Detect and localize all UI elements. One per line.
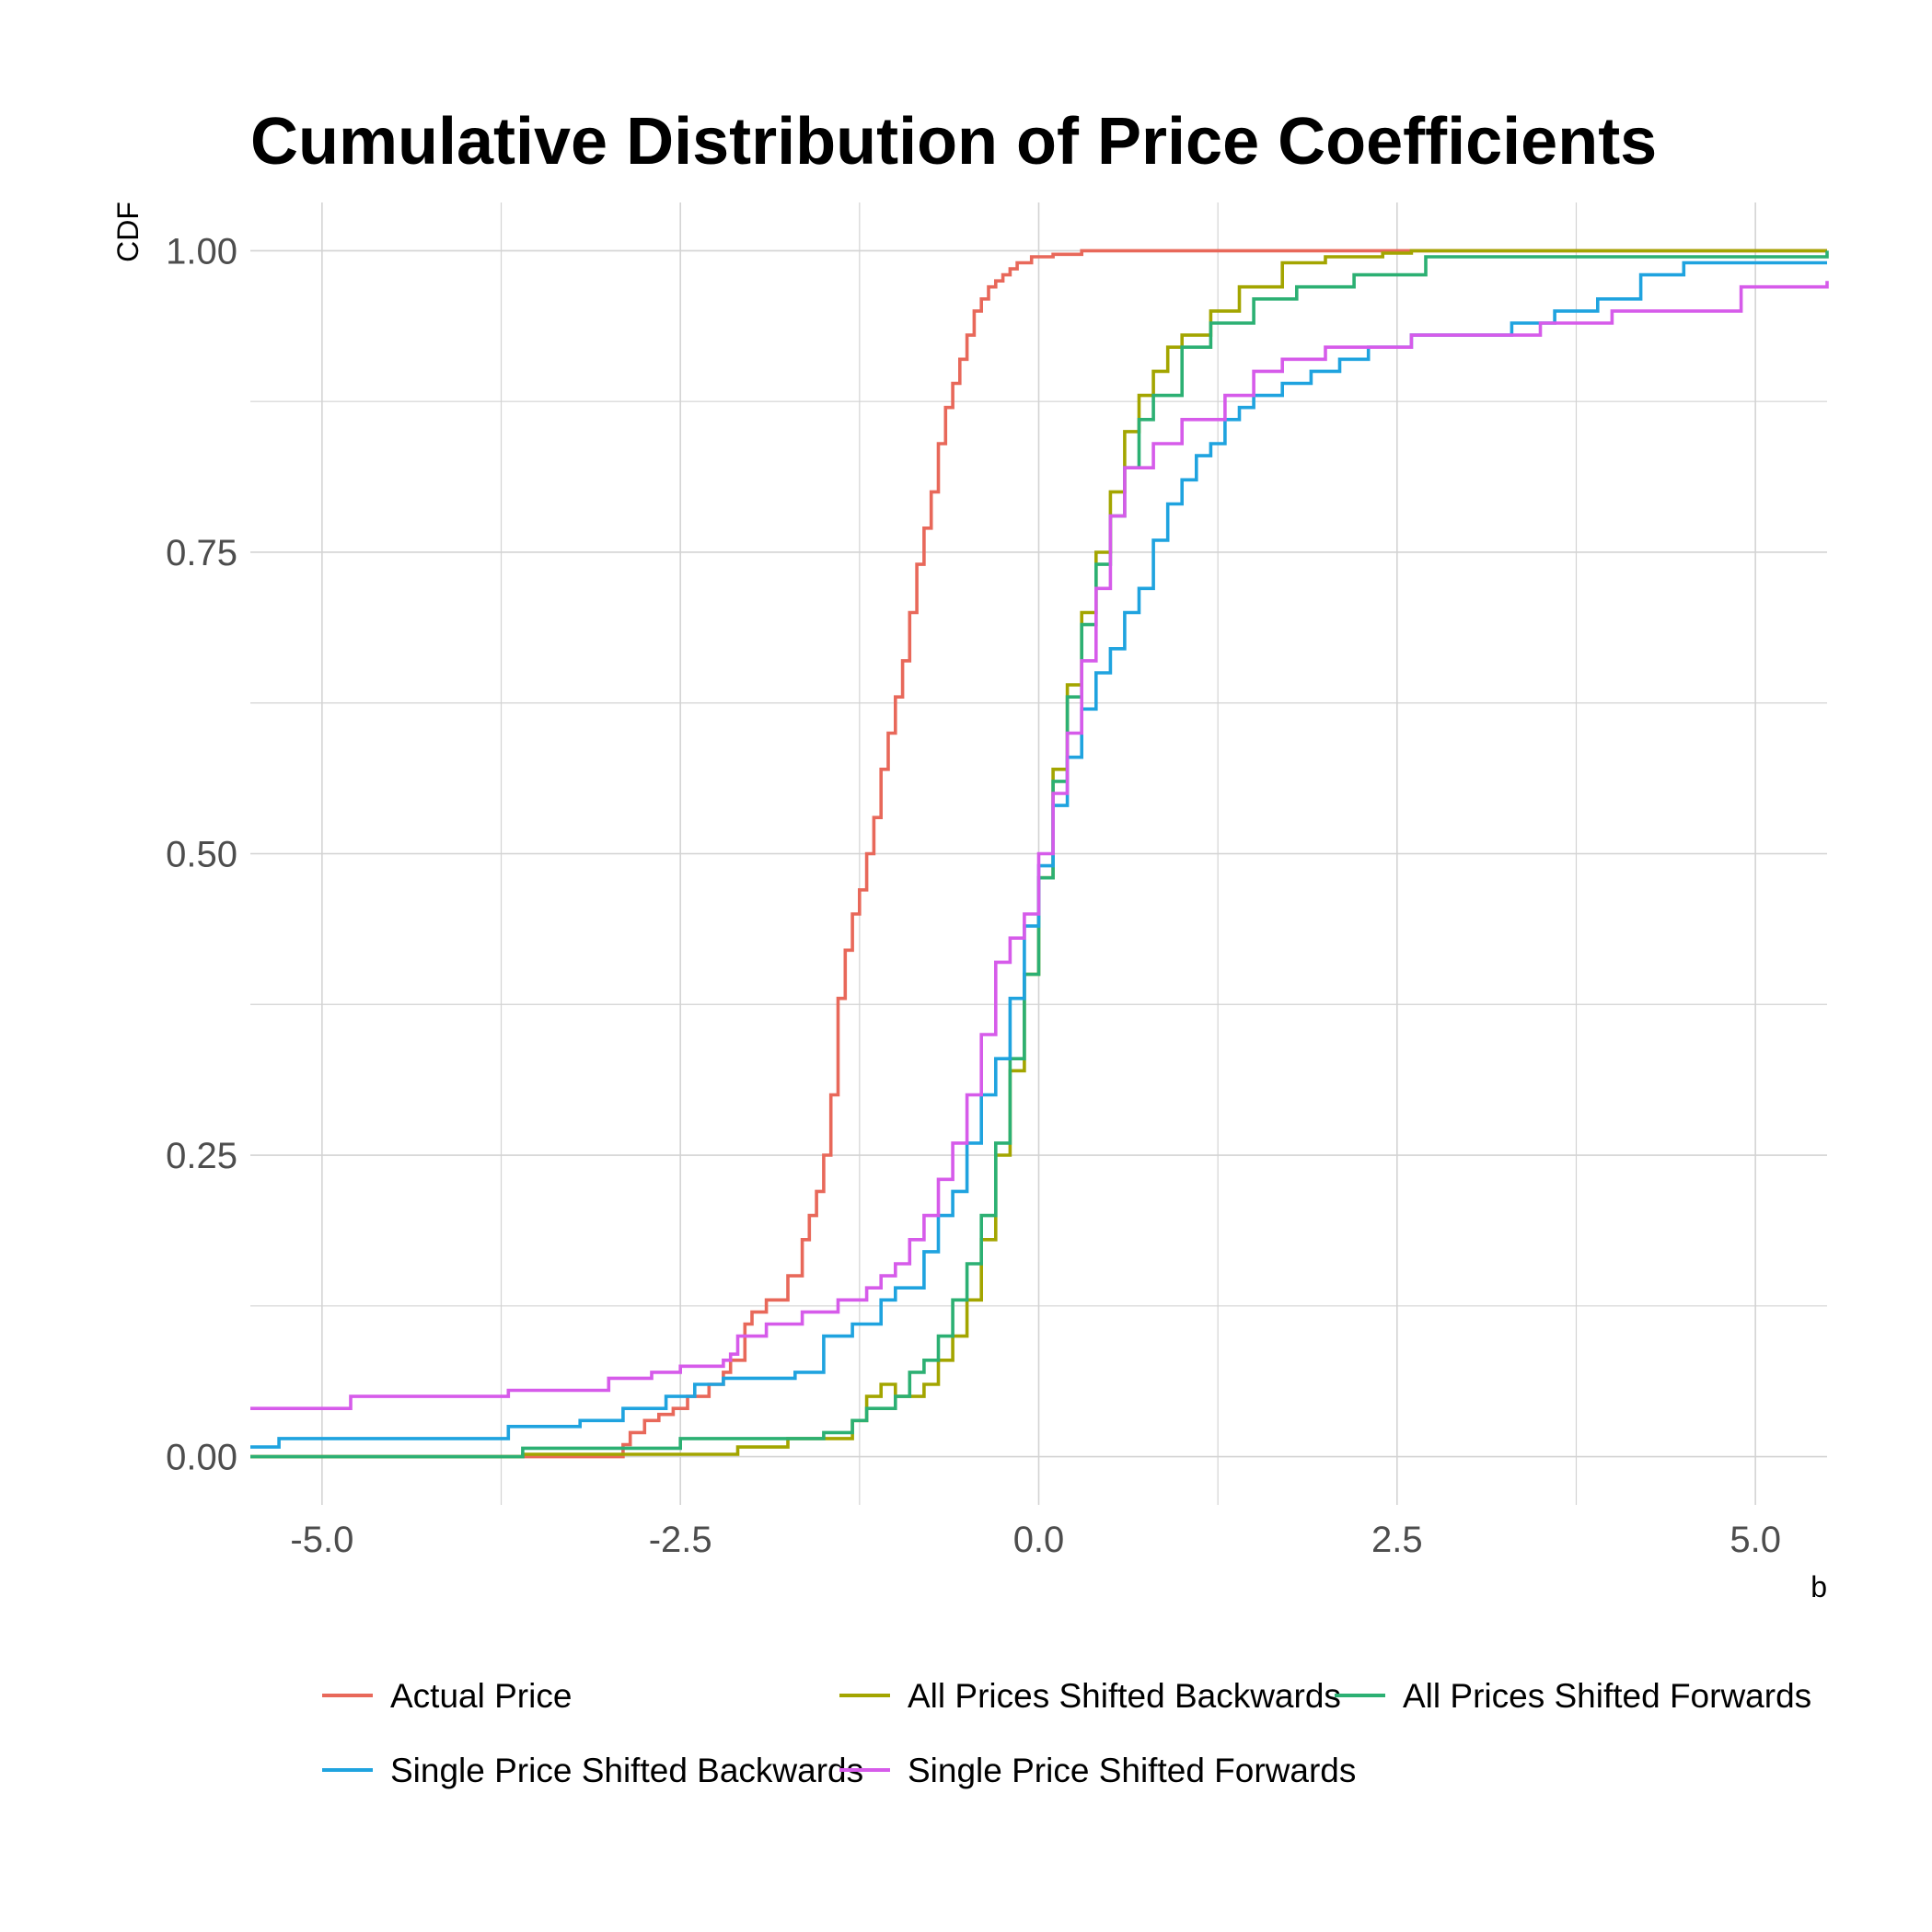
series-line-2 xyxy=(250,250,1829,1459)
x-tick-label: -2.5 xyxy=(649,1520,712,1560)
series-line-3 xyxy=(250,260,1827,1449)
series-line-0 xyxy=(250,249,1827,1459)
y-axis-title: CDF xyxy=(111,202,145,262)
x-tick-label: -5.0 xyxy=(290,1520,353,1560)
x-axis-title: b xyxy=(1811,1570,1827,1603)
legend-label: Actual Price xyxy=(390,1677,572,1715)
y-tick-label: 0.50 xyxy=(166,835,237,875)
legend-label: All Prices Shifted Forwards xyxy=(1403,1677,1811,1715)
legend-label: All Prices Shifted Backwards xyxy=(908,1677,1341,1715)
chart-title: Cumulative Distribution of Price Coeffic… xyxy=(250,105,1657,179)
y-tick-label: 0.00 xyxy=(166,1438,237,1478)
y-tick-label: 0.75 xyxy=(166,533,237,573)
x-tick-label: 0.0 xyxy=(1013,1520,1065,1560)
x-tick-label: 5.0 xyxy=(1730,1520,1781,1560)
x-tick-label: 2.5 xyxy=(1371,1520,1423,1560)
series-line-4 xyxy=(250,281,1829,1410)
y-tick-label: 0.25 xyxy=(166,1136,237,1176)
legend: Actual Price All Prices Shifted Backwards… xyxy=(322,1677,1811,1789)
series-layer xyxy=(250,249,1829,1459)
y-tick-label: 1.00 xyxy=(166,231,237,272)
tick-layer: -5.0 -2.5 0.0 2.5 5.0 0.00 0.25 0.50 0.75 1.00 xyxy=(166,231,1781,1560)
legend-label: Single Price Shifted Forwards xyxy=(908,1752,1356,1789)
legend-label: Single Price Shifted Backwards xyxy=(390,1752,863,1789)
